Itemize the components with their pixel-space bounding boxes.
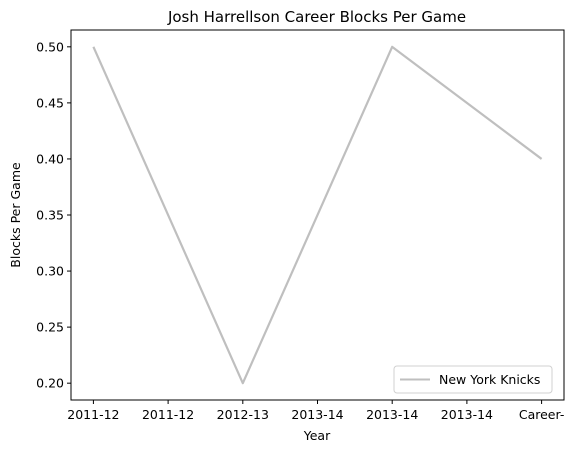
legend: New York Knicks (393, 365, 553, 394)
x-axis-ticks: 2011-12 2011-12 2012-13 2013-14 2013-14 2013-… (67, 400, 564, 422)
x-tick-label: 2013-14 (441, 407, 493, 422)
legend-label-new-york-knicks: New York Knicks (439, 372, 540, 387)
y-axis-label: Blocks Per Game (8, 162, 23, 268)
series-line-new-york-knicks (92, 45, 543, 385)
chart-title: Josh Harrellson Career Blocks Per Game (167, 8, 466, 26)
y-tick-label: 0.35 (36, 208, 64, 223)
legend-box (393, 365, 553, 394)
y-tick-label: 0.25 (36, 320, 64, 335)
x-tick-label: 2013-14 (366, 407, 418, 422)
y-tick-label: 0.30 (36, 264, 64, 279)
x-tick-label: 2011-12 (67, 407, 119, 422)
y-tick-label: 0.50 (36, 39, 64, 54)
x-axis-label: Year (303, 428, 331, 443)
y-tick-label: 0.40 (36, 151, 64, 166)
y-axis-ticks: 0.20 0.25 0.30 0.35 0.40 0.45 0.50 (36, 39, 71, 391)
y-tick-label: 0.20 (36, 376, 64, 391)
x-tick-label: 2011-12 (142, 407, 194, 422)
y-tick-label: 0.45 (36, 95, 64, 110)
series-layer (92, 45, 543, 385)
x-tick-label: Career- (519, 407, 564, 422)
x-tick-label: 2013-14 (291, 407, 343, 422)
x-tick-label: 2012-13 (217, 407, 269, 422)
